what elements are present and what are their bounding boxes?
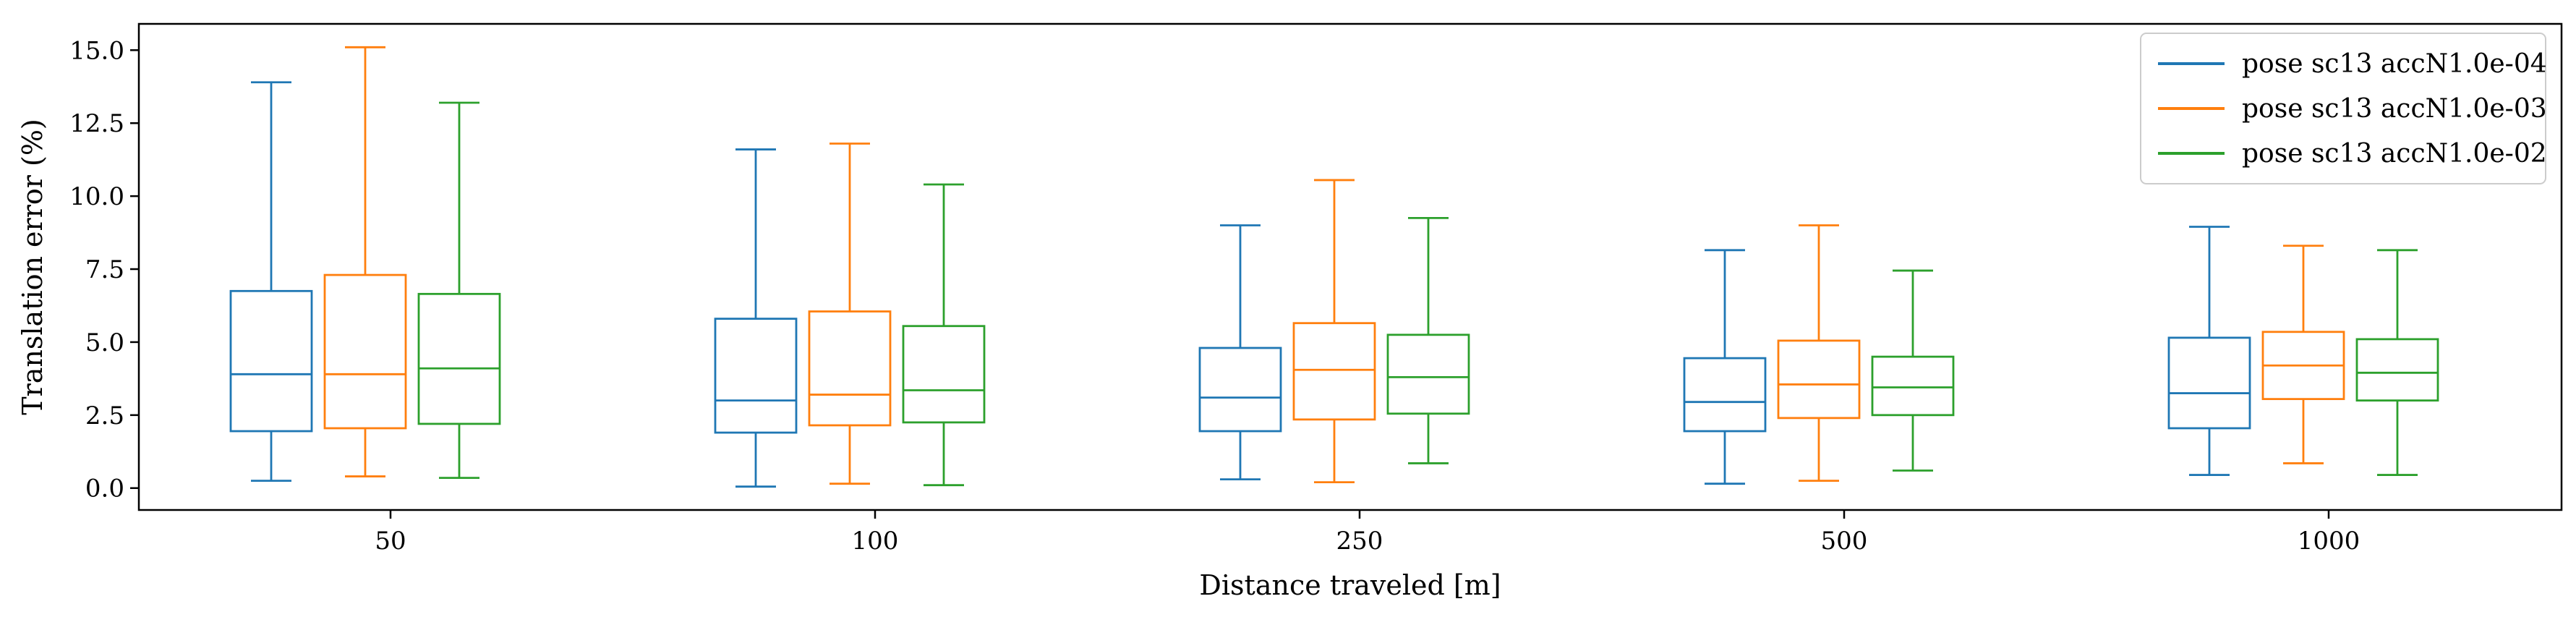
y-axis-label: Translation error (%) [17, 119, 48, 415]
legend-label: pose sc13 accN1.0e-02 [2242, 139, 2547, 169]
box-iqr [1777, 339, 1861, 420]
x-tick-label: 1000 [2298, 527, 2360, 556]
plot-frame [137, 22, 2563, 511]
legend: pose sc13 accN1.0e-04 pose sc13 accN1.0e-… [2140, 33, 2547, 184]
x-tick-label: 100 [852, 527, 899, 556]
box-iqr [714, 318, 798, 434]
y-tick-label: 2.5 [85, 401, 124, 430]
box-500-series-2 [1871, 269, 1955, 472]
box-50-series-0 [229, 81, 313, 482]
box-iqr [2355, 338, 2439, 402]
box-iqr [1386, 333, 1470, 415]
box-250-series-2 [1386, 216, 1470, 464]
legend-frame [2140, 33, 2546, 184]
box-250-series-0 [1198, 224, 1282, 481]
box-iqr [323, 273, 407, 430]
box-iqr [1871, 355, 1955, 417]
box-100-series-0 [714, 148, 798, 488]
box-iqr [417, 292, 501, 425]
box-500-series-1 [1777, 224, 1861, 482]
box-iqr [229, 289, 313, 433]
legend-label: pose sc13 accN1.0e-03 [2242, 94, 2547, 124]
y-tick-label: 10.0 [69, 182, 124, 211]
y-tick-label: 15.0 [69, 36, 124, 65]
box-100-series-1 [808, 143, 892, 485]
box-1000-series-0 [2167, 226, 2251, 476]
box-500-series-0 [1683, 249, 1767, 485]
box-iqr [1292, 322, 1376, 421]
box-1000-series-1 [2261, 245, 2345, 464]
box-iqr [1198, 346, 1282, 433]
box-iqr [902, 325, 986, 424]
x-axis: 50 100 250 500 1000 [375, 510, 2360, 556]
box-iqr [2167, 336, 2251, 430]
y-tick-label: 12.5 [69, 109, 124, 138]
box-iqr [1683, 357, 1767, 433]
box-50-series-1 [323, 46, 407, 477]
y-axis: 0.0 2.5 5.0 7.5 10.0 12.5 15.0 [69, 36, 139, 503]
y-tick-label: 7.5 [85, 255, 124, 284]
legend-label: pose sc13 accN1.0e-04 [2242, 49, 2547, 79]
x-tick-label: 250 [1336, 527, 1383, 556]
x-axis-label: Distance traveled [m] [1199, 569, 1501, 601]
x-tick-label: 50 [375, 527, 406, 556]
x-tick-label: 500 [1821, 527, 1868, 556]
box-1000-series-2 [2355, 249, 2439, 476]
box-iqr [808, 310, 892, 427]
box-250-series-1 [1292, 179, 1376, 484]
box-50-series-2 [417, 101, 501, 480]
y-tick-label: 0.0 [85, 475, 124, 503]
box-100-series-2 [902, 183, 986, 487]
boxes-layer [229, 46, 2439, 488]
y-tick-label: 5.0 [85, 328, 124, 357]
